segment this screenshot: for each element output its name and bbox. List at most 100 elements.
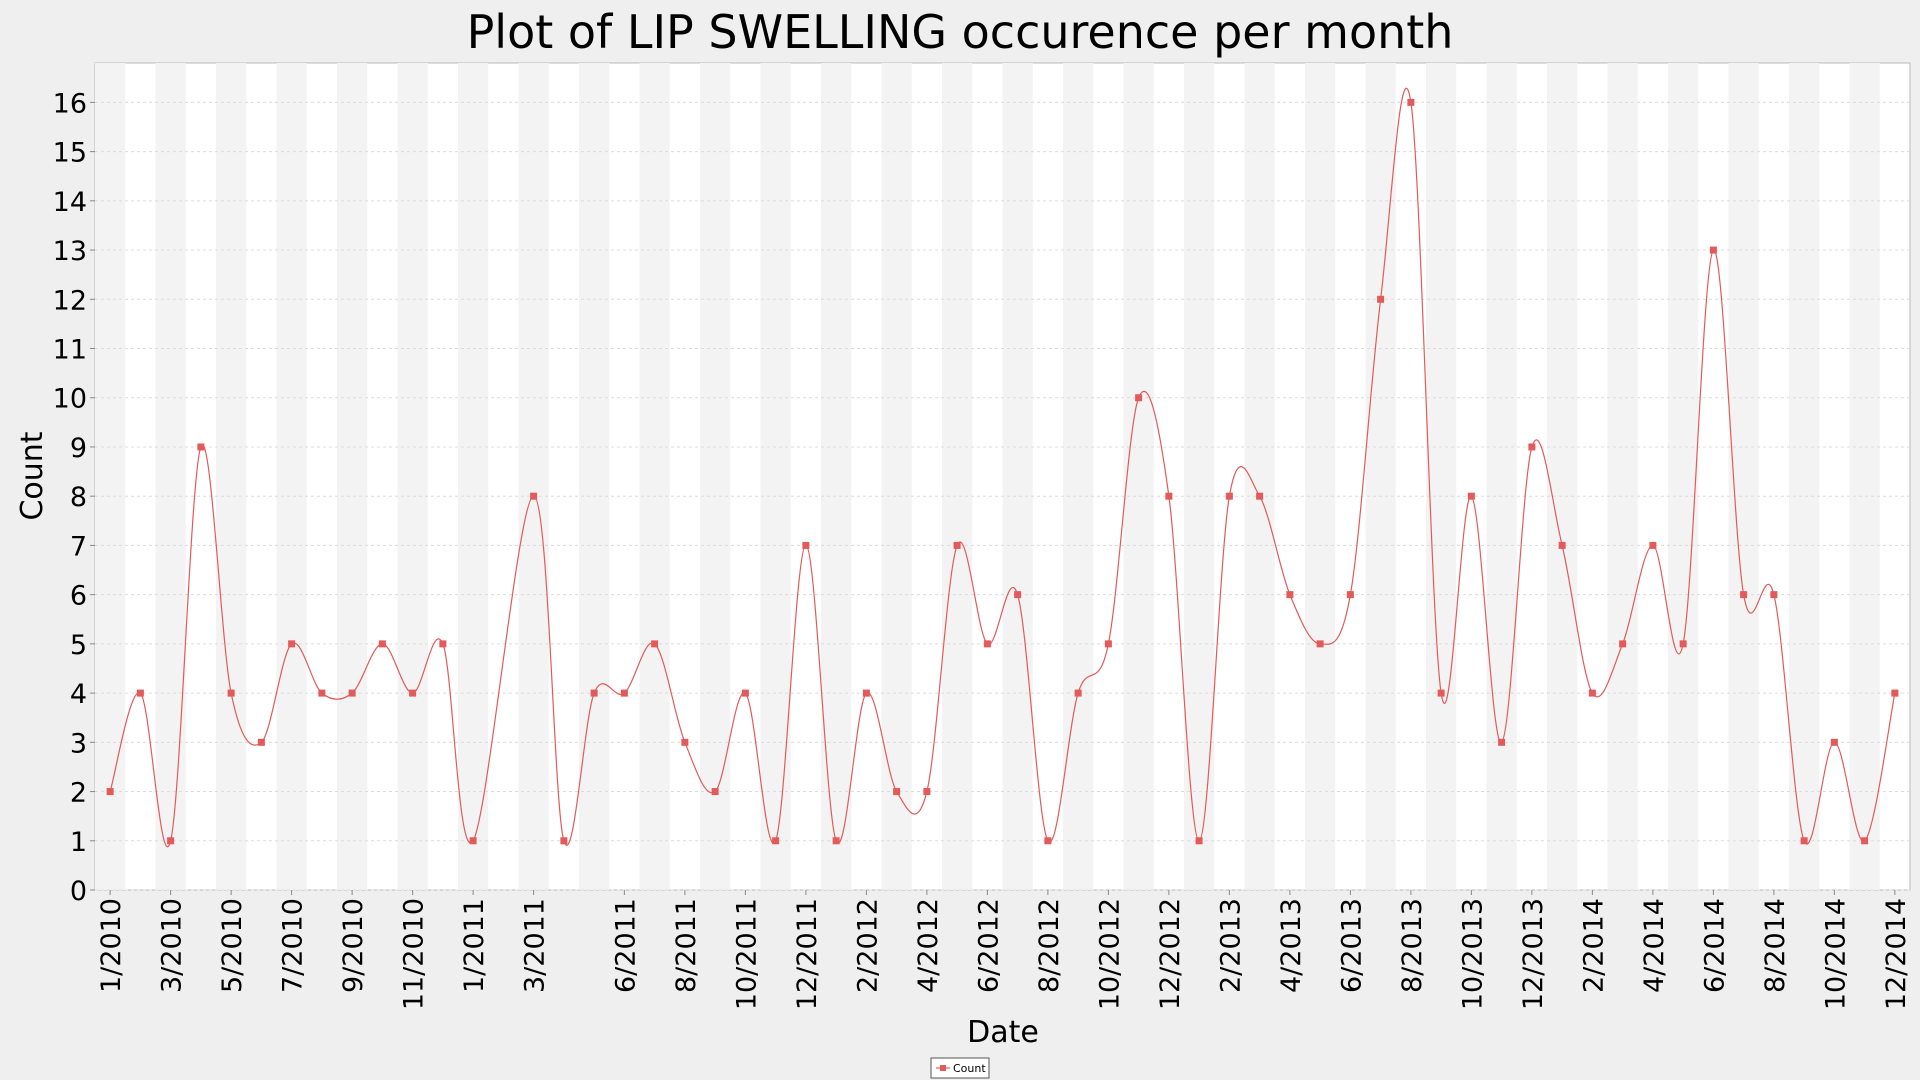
y-tick-label: 15	[53, 138, 87, 169]
y-tick-label: 9	[70, 433, 87, 464]
x-tick-label: 6/2012	[973, 898, 1004, 993]
grid-band	[700, 63, 731, 890]
x-tick-label: 10/2014	[1820, 898, 1851, 1010]
x-tick-label: 4/2012	[913, 898, 944, 993]
data-point	[288, 640, 296, 648]
grid-band	[1002, 63, 1033, 890]
grid-band	[1547, 63, 1578, 890]
grid-band	[639, 63, 670, 890]
legend: Count	[930, 1057, 990, 1079]
grid-band	[1486, 63, 1517, 890]
x-tick-label: 4/2013	[1276, 898, 1307, 993]
x-tick-label: 1/2011	[459, 898, 490, 993]
x-tick-label: 6/2013	[1336, 898, 1367, 993]
data-point	[409, 689, 417, 697]
data-point	[1316, 640, 1324, 648]
y-axis-label: Count	[15, 431, 50, 520]
x-tick-label: 11/2010	[399, 898, 430, 1010]
grid-band	[95, 63, 126, 890]
data-point	[136, 689, 144, 697]
x-tick-label: 6/2014	[1699, 898, 1730, 993]
x-tick-label: 8/2011	[671, 898, 702, 993]
data-point	[1104, 640, 1112, 648]
data-point	[1044, 837, 1052, 845]
data-point	[197, 443, 205, 451]
y-tick-label: 3	[70, 728, 87, 759]
data-point	[923, 788, 931, 796]
data-point	[1407, 98, 1415, 106]
y-tick-label: 1	[70, 827, 87, 858]
data-point	[741, 689, 749, 697]
data-point	[651, 640, 659, 648]
grid-band	[1063, 63, 1094, 890]
data-point	[1800, 837, 1808, 845]
y-tick-label: 14	[53, 187, 87, 218]
data-point	[953, 541, 961, 549]
grid-band	[942, 63, 973, 890]
y-tick-label: 6	[70, 581, 87, 612]
data-point	[1165, 492, 1173, 500]
grid-band	[1607, 63, 1638, 890]
y-tick-label: 12	[53, 285, 87, 316]
x-tick-label: 5/2010	[217, 898, 248, 993]
data-point	[1377, 295, 1385, 303]
y-tick-label: 13	[53, 236, 87, 267]
data-point	[1740, 591, 1748, 599]
y-tick-label: 7	[70, 531, 87, 562]
x-tick-label: 1/2010	[96, 898, 127, 993]
x-tick-label: 10/2013	[1457, 898, 1488, 1010]
data-point	[1679, 640, 1687, 648]
grid-band	[1305, 63, 1336, 890]
grid-band	[1849, 63, 1880, 890]
y-tick-label: 10	[53, 384, 87, 415]
legend-box	[930, 1057, 990, 1079]
grid-band	[1123, 63, 1154, 890]
chart-title: Plot of LIP SWELLING occurence per month	[467, 5, 1454, 59]
data-point	[1074, 689, 1082, 697]
data-point	[1891, 689, 1899, 697]
data-point	[469, 837, 477, 845]
data-point	[1558, 541, 1566, 549]
grid-band	[1426, 63, 1457, 890]
x-tick-label: 2/2014	[1578, 898, 1609, 993]
grid-band	[579, 63, 610, 890]
data-point	[1649, 541, 1657, 549]
grid-band	[216, 63, 247, 890]
grid-band	[1668, 63, 1699, 890]
data-point	[681, 738, 689, 746]
data-point	[1256, 492, 1264, 500]
data-point	[1014, 591, 1022, 599]
data-point	[711, 788, 719, 796]
grid-band	[881, 63, 912, 890]
data-point	[1709, 246, 1717, 254]
data-point	[893, 788, 901, 796]
data-point	[1588, 689, 1596, 697]
grid-band	[458, 63, 489, 890]
x-tick-label: 8/2014	[1760, 898, 1791, 993]
x-tick-label: 2/2012	[852, 898, 883, 993]
data-point	[1498, 738, 1506, 746]
y-tick-label: 2	[70, 778, 87, 809]
data-point	[1286, 591, 1294, 599]
data-point	[620, 689, 628, 697]
data-point	[983, 640, 991, 648]
legend-label: Count	[953, 1062, 986, 1075]
data-point	[772, 837, 780, 845]
y-tick-label: 0	[70, 876, 87, 907]
x-tick-label: 12/2013	[1518, 898, 1549, 1010]
x-tick-label: 10/2012	[1094, 898, 1125, 1010]
x-tick-label: 12/2011	[792, 898, 823, 1010]
data-point	[378, 640, 386, 648]
grid-band	[760, 63, 791, 890]
data-point	[1195, 837, 1203, 845]
data-point	[1830, 738, 1838, 746]
grid-band	[276, 63, 307, 890]
x-tick-label: 8/2013	[1397, 898, 1428, 993]
data-point	[1135, 394, 1143, 402]
x-tick-label: 3/2010	[157, 898, 188, 993]
grid-band	[397, 63, 428, 890]
data-point	[227, 689, 235, 697]
data-point	[530, 492, 538, 500]
